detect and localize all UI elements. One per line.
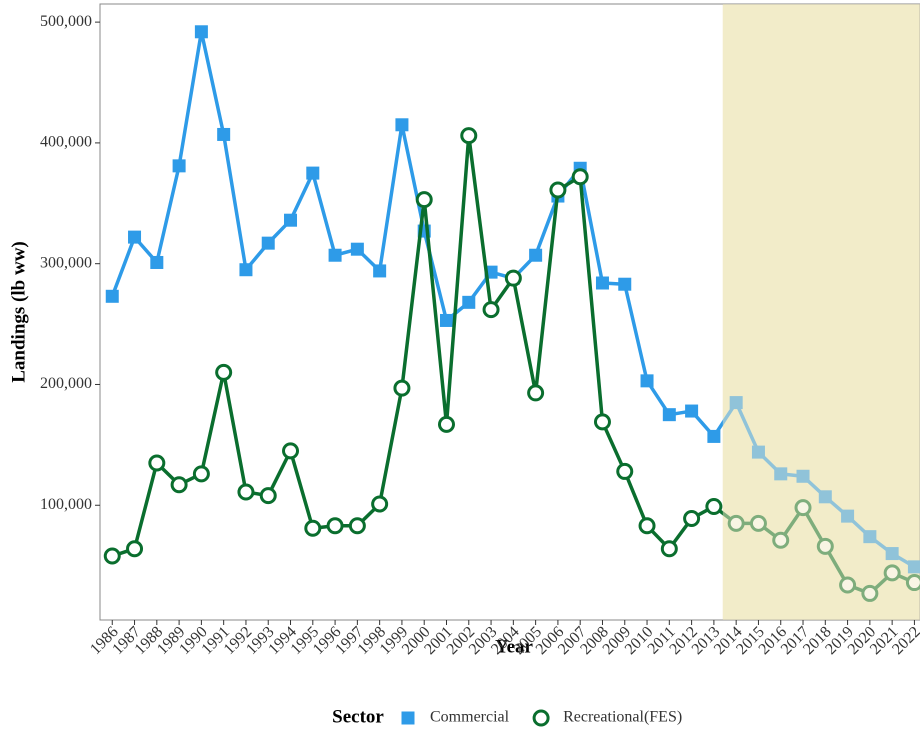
data-point xyxy=(304,519,322,537)
data-point xyxy=(683,510,701,528)
data-point xyxy=(371,495,389,513)
data-point xyxy=(393,379,411,397)
data-point xyxy=(348,517,366,535)
data-point xyxy=(549,181,567,199)
data-point xyxy=(105,289,119,303)
data-point xyxy=(618,277,632,291)
legend-marker xyxy=(401,711,415,725)
data-point xyxy=(306,166,320,180)
data-point xyxy=(126,540,144,558)
data-point xyxy=(170,476,188,494)
data-point xyxy=(705,497,723,515)
data-point xyxy=(172,159,186,173)
data-point xyxy=(150,255,164,269)
data-point xyxy=(217,127,231,141)
data-point xyxy=(326,517,344,535)
plot-border xyxy=(99,3,920,621)
data-point xyxy=(328,248,342,262)
data-point xyxy=(504,269,522,287)
data-point xyxy=(282,442,300,460)
data-point xyxy=(462,295,476,309)
data-point xyxy=(571,168,589,186)
y-axis-title: Landings (lb ww) xyxy=(8,241,29,383)
projection-fade xyxy=(722,4,920,620)
data-point xyxy=(192,465,210,483)
legend-title: Sector xyxy=(332,706,384,727)
data-point xyxy=(660,540,678,558)
data-point xyxy=(350,242,364,256)
data-point xyxy=(437,415,455,433)
y-tick-label: 200,000 xyxy=(40,375,92,392)
data-point xyxy=(527,384,545,402)
data-point xyxy=(685,404,699,418)
data-point xyxy=(128,230,142,244)
data-point xyxy=(215,363,233,381)
data-point xyxy=(194,25,208,39)
data-point xyxy=(593,413,611,431)
data-point xyxy=(261,236,275,250)
data-point xyxy=(460,127,478,145)
legend-label: Commercial xyxy=(430,709,510,726)
data-point xyxy=(662,408,676,422)
data-point xyxy=(638,517,656,535)
data-point xyxy=(616,462,634,480)
y-tick-label: 500,000 xyxy=(40,13,92,30)
data-point xyxy=(373,264,387,278)
data-point xyxy=(284,213,298,227)
data-point xyxy=(237,483,255,501)
data-point xyxy=(595,276,609,290)
data-point xyxy=(707,429,721,443)
data-point xyxy=(395,118,409,132)
x-axis-title: Year xyxy=(495,636,534,657)
legend-label: Recreational(FES) xyxy=(563,709,682,726)
data-point xyxy=(529,248,543,262)
data-point xyxy=(259,487,277,505)
data-point xyxy=(640,374,654,388)
data-point xyxy=(482,301,500,319)
legend-marker xyxy=(532,709,550,727)
data-point xyxy=(415,191,433,209)
data-point xyxy=(239,263,253,277)
y-tick-label: 100,000 xyxy=(40,496,92,513)
y-tick-label: 400,000 xyxy=(40,134,92,151)
data-point xyxy=(148,454,166,472)
data-point xyxy=(103,547,121,565)
data-point xyxy=(439,313,453,327)
y-tick-label: 300,000 xyxy=(40,254,92,271)
